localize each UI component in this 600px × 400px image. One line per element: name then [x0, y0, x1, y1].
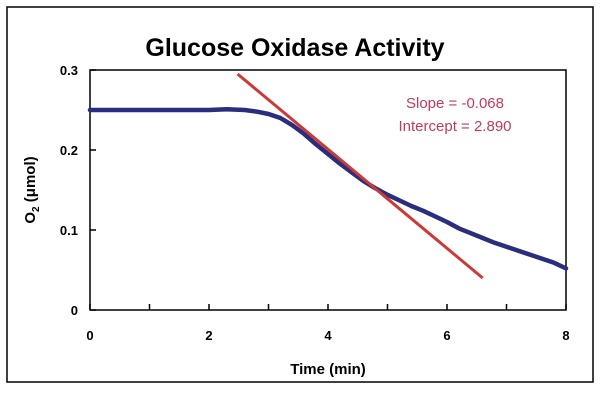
x-tick-label: 6 [443, 328, 450, 343]
axis-ticks [89, 69, 567, 311]
annotation-intercept: Intercept = 2.890 [399, 118, 512, 135]
x-tick-label: 4 [324, 328, 332, 343]
y-tick-label: 0.1 [60, 223, 78, 238]
y-axis-title: O2 (μmol) [22, 156, 42, 223]
chart-title: Glucose Oxidase Activity [145, 34, 444, 62]
x-axis-title: Time (min) [290, 361, 366, 378]
y-axis-title-sub: 2 [31, 206, 42, 212]
chart-border [6, 6, 594, 383]
axis-tick-labels: 0 2 4 6 8 0 0.1 0.2 0.3 [60, 63, 570, 343]
y-tick-label: 0.3 [60, 63, 78, 78]
y-axis-title-unit: (μmol) [22, 156, 39, 206]
x-tick-label: 0 [86, 328, 93, 343]
x-tick-label: 8 [562, 328, 569, 343]
y-tick-label: 0 [71, 303, 78, 318]
y-tick-label: 0.2 [60, 143, 78, 158]
y-axis-title-main: O [22, 212, 39, 224]
annotation-slope: Slope = -0.068 [406, 95, 504, 112]
fit-line [236, 72, 484, 280]
x-tick-label: 2 [205, 328, 212, 343]
